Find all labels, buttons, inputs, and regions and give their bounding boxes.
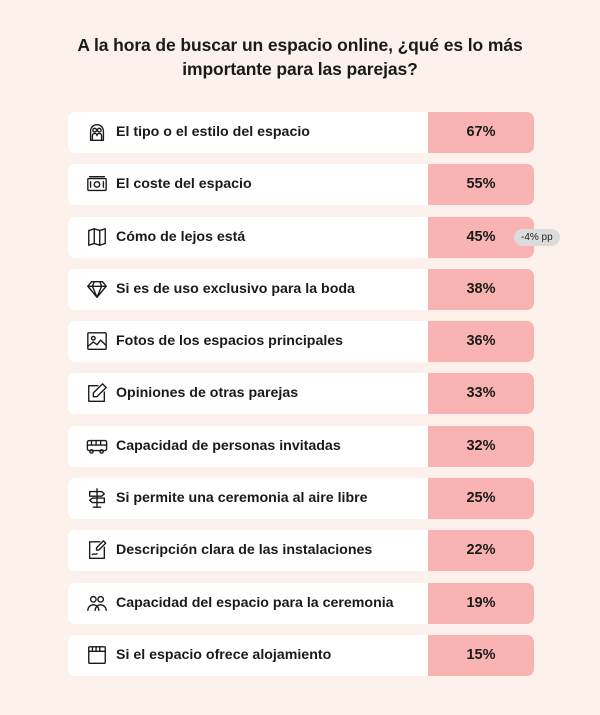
people-icon: [86, 592, 108, 614]
bar-row: Capacidad del espacio para la ceremonia 1…: [68, 582, 534, 624]
category-label: Fotos de los espacios principales: [116, 333, 344, 350]
bar-row: Descripción clara de las instalaciones 22…: [68, 530, 534, 572]
diamond-icon: [86, 278, 108, 300]
category-label: Descripción clara de las instalaciones: [116, 542, 373, 559]
bar-row: Si es de uso exclusivo para la boda 38%: [68, 268, 534, 310]
category-label: Si es de uso exclusivo para la boda: [116, 280, 355, 297]
bar-row: Fotos de los espacios principales 36%: [68, 321, 534, 363]
category-label: Capacidad de personas invitadas: [116, 437, 341, 454]
bar-list: El tipo o el estilo del espacio 67% El cos…: [68, 112, 534, 687]
map-icon: [86, 226, 108, 248]
calendar-icon: [86, 644, 108, 666]
bar-row: Opiniones de otras parejas 33%: [68, 373, 534, 415]
value-label: 19%: [428, 582, 534, 624]
bar-row: Si permite una ceremonia al aire libre 25…: [68, 478, 534, 520]
bar-row: El tipo o el estilo del espacio 67%: [68, 112, 534, 153]
bar-row: Capacidad de personas invitadas 32%: [68, 425, 534, 467]
photo-icon: [86, 330, 108, 352]
value-label: 33%: [428, 373, 534, 415]
category-label: Si el espacio ofrece alojamiento: [116, 646, 332, 663]
value-label: 36%: [428, 321, 534, 363]
chart-title: A la hora de buscar un espacio online, ¿…: [77, 35, 523, 79]
value-label: 32%: [428, 425, 534, 467]
bar-row: Si el espacio ofrece alojamiento 15%: [68, 634, 534, 676]
value-label: 25%: [428, 478, 534, 520]
category-label: Si permite una ceremonia al aire libre: [116, 490, 368, 507]
bus-icon: [86, 435, 108, 457]
value-label: 55%: [428, 164, 534, 206]
category-label: Opiniones de otras parejas: [116, 385, 299, 402]
change-badge: -4% pp: [514, 229, 560, 246]
signpost-icon: [86, 487, 108, 509]
value-label: 15%: [428, 634, 534, 676]
value-label: 22%: [428, 530, 534, 572]
bar-row: El coste del espacio 55%: [68, 164, 534, 206]
category-label: El coste del espacio: [116, 176, 252, 193]
bar-row: Cómo de lejos está 45%: [68, 216, 534, 258]
category-label: Cómo de lejos está: [116, 228, 246, 245]
category-label: El tipo o el estilo del espacio: [116, 124, 310, 140]
edit-icon: [86, 382, 108, 404]
couple-icon: [86, 121, 108, 143]
value-label: 67%: [428, 112, 534, 153]
money-icon: [86, 173, 108, 195]
value-label: 38%: [428, 268, 534, 310]
document-icon: [86, 539, 108, 561]
category-label: Capacidad del espacio para la ceremonia: [116, 594, 394, 611]
